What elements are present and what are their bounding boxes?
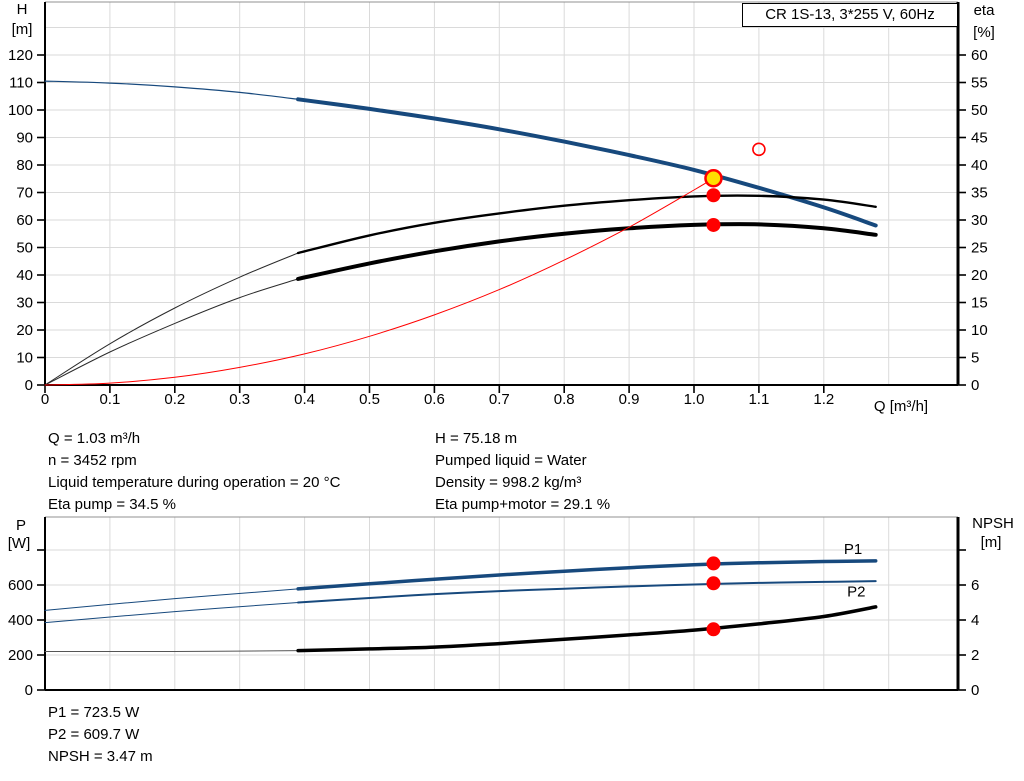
curve-p2-curve-thin (44, 602, 299, 624)
info-line-q: Q = 1.03 m³/h (48, 430, 141, 447)
right-axis-unit: [m] (981, 534, 1002, 551)
duty-point-p2[interactable] (706, 576, 721, 591)
tick-label-x: 0.8 (554, 391, 575, 408)
tick-label-right: 55 (971, 75, 988, 92)
left-axis-unit: [m] (12, 21, 33, 38)
duty-point-npsh[interactable] (706, 622, 721, 637)
duty-point-p1[interactable] (706, 556, 721, 571)
tick-label-left: 0 (25, 682, 33, 699)
tick-label-left: 100 (8, 102, 33, 119)
tick-label-x: 0.6 (424, 391, 445, 408)
tick-label-left: 400 (8, 612, 33, 629)
tick-label-left: 60 (16, 212, 33, 229)
right-axis-name: eta (974, 2, 996, 19)
duty-point-eta-pump[interactable] (706, 188, 721, 203)
tick-label-x: 0.3 (229, 391, 250, 408)
tick-label-right: 10 (971, 322, 988, 339)
info-line-eta-pump: Eta pump = 34.5 % (48, 496, 176, 513)
tick-label-right: 6 (971, 577, 979, 594)
tick-label-left: 50 (16, 240, 33, 257)
curve-npsh-curve (296, 605, 878, 653)
tick-label-right: 20 (971, 267, 988, 284)
tick-label-x: 1.1 (748, 391, 769, 408)
tick-label-right: 30 (971, 212, 988, 229)
duty-point-eta-pump-motor[interactable] (706, 217, 721, 232)
right-axis-name: NPSH (972, 515, 1014, 532)
curve-head-curve (296, 97, 878, 228)
info-line-liquid-temp: Liquid temperature during operation = 20… (48, 474, 341, 491)
power-info: P1 = 723.5 W P2 = 609.7 W NPSH = 3.47 m (48, 702, 153, 768)
pump-model-label: CR 1S-13, 3*255 V, 60Hz (765, 6, 935, 23)
tick-label-left: 0 (25, 377, 33, 394)
curve-head-curve-thin (44, 80, 299, 100)
tick-label-x: 0.9 (619, 391, 640, 408)
tick-label-right: 60 (971, 47, 988, 64)
tick-label-x: 0.5 (359, 391, 380, 408)
duty-point-head[interactable] (704, 169, 723, 188)
curve-p1-curve-thin (44, 588, 299, 611)
info-line-npsh: NPSH = 3.47 m (48, 748, 153, 765)
tick-label-right: 0 (971, 682, 979, 699)
tick-label-left: 120 (8, 47, 33, 64)
info-line-eta-pump-motor: Eta pump+motor = 29.1 % (435, 496, 611, 513)
tick-label-left: 110 (9, 75, 33, 92)
tick-label-left: 200 (8, 647, 33, 664)
tick-label-x: 0.7 (489, 391, 510, 408)
duty-info-right: H = 75.18 m Pumped liquid = Water Densit… (435, 428, 610, 516)
right-axis-unit: [%] (973, 24, 995, 41)
pump-model-badge: CR 1S-13, 3*255 V, 60Hz (742, 3, 958, 27)
left-axis-name: P (16, 517, 26, 534)
tick-label-left: 90 (16, 130, 33, 147)
info-line-p1: P1 = 723.5 W (48, 704, 140, 721)
tick-label-x: 1.0 (684, 391, 705, 408)
tick-label-right: 4 (971, 612, 979, 629)
tick-label-x: 0.2 (164, 391, 185, 408)
curve-system-curve (44, 177, 714, 386)
tick-label-x: 0.4 (294, 391, 315, 408)
info-line-speed: n = 3452 rpm (48, 452, 137, 469)
tick-label-right: 5 (971, 350, 979, 367)
tick-label-right: 40 (971, 157, 988, 174)
tick-label-left: 10 (16, 350, 33, 367)
curve-npsh-curve-thin (44, 650, 299, 653)
curve-eta-pump-motor-thin (44, 278, 299, 386)
info-line-p2: P2 = 609.7 W (48, 726, 140, 743)
curve-p2-curve (297, 580, 877, 604)
requested-duty-point[interactable] (752, 142, 766, 157)
left-axis-name: H (17, 1, 28, 18)
curve-label-p1: P1 (844, 541, 862, 558)
tick-label-x: 0 (41, 391, 49, 408)
tick-label-left: 600 (8, 577, 33, 594)
left-axis-unit: [W] (8, 535, 31, 552)
curve-eta-pump (296, 194, 877, 255)
tick-label-right: 50 (971, 102, 988, 119)
curve-p1-curve (296, 559, 878, 591)
tick-label-x: 0.1 (99, 391, 120, 408)
tick-label-right: 15 (971, 295, 988, 312)
tick-label-right: 45 (971, 130, 988, 147)
tick-label-left: 30 (16, 295, 33, 312)
info-line-head: H = 75.18 m (435, 430, 518, 447)
x-axis-title: Q [m³/h] (874, 398, 928, 415)
info-line-density: Density = 998.2 kg/m³ (435, 474, 582, 491)
tick-label-right: 35 (971, 185, 988, 202)
curve-label-p2: P2 (847, 583, 865, 600)
info-line-pumped-liquid: Pumped liquid = Water (435, 452, 587, 469)
tick-label-left: 80 (16, 157, 33, 174)
tick-label-left: 20 (16, 322, 33, 339)
curve-eta-pump-thin (44, 252, 299, 386)
tick-label-right: 0 (971, 377, 979, 394)
tick-label-x: 1.2 (813, 391, 834, 408)
tick-label-right: 25 (971, 240, 988, 257)
tick-label-right: 2 (971, 647, 979, 664)
tick-label-left: 40 (16, 267, 33, 284)
curve-eta-pump-motor (296, 222, 878, 281)
duty-info-left: Q = 1.03 m³/h n = 3452 rpm Liquid temper… (48, 428, 340, 516)
tick-label-left: 70 (16, 185, 33, 202)
